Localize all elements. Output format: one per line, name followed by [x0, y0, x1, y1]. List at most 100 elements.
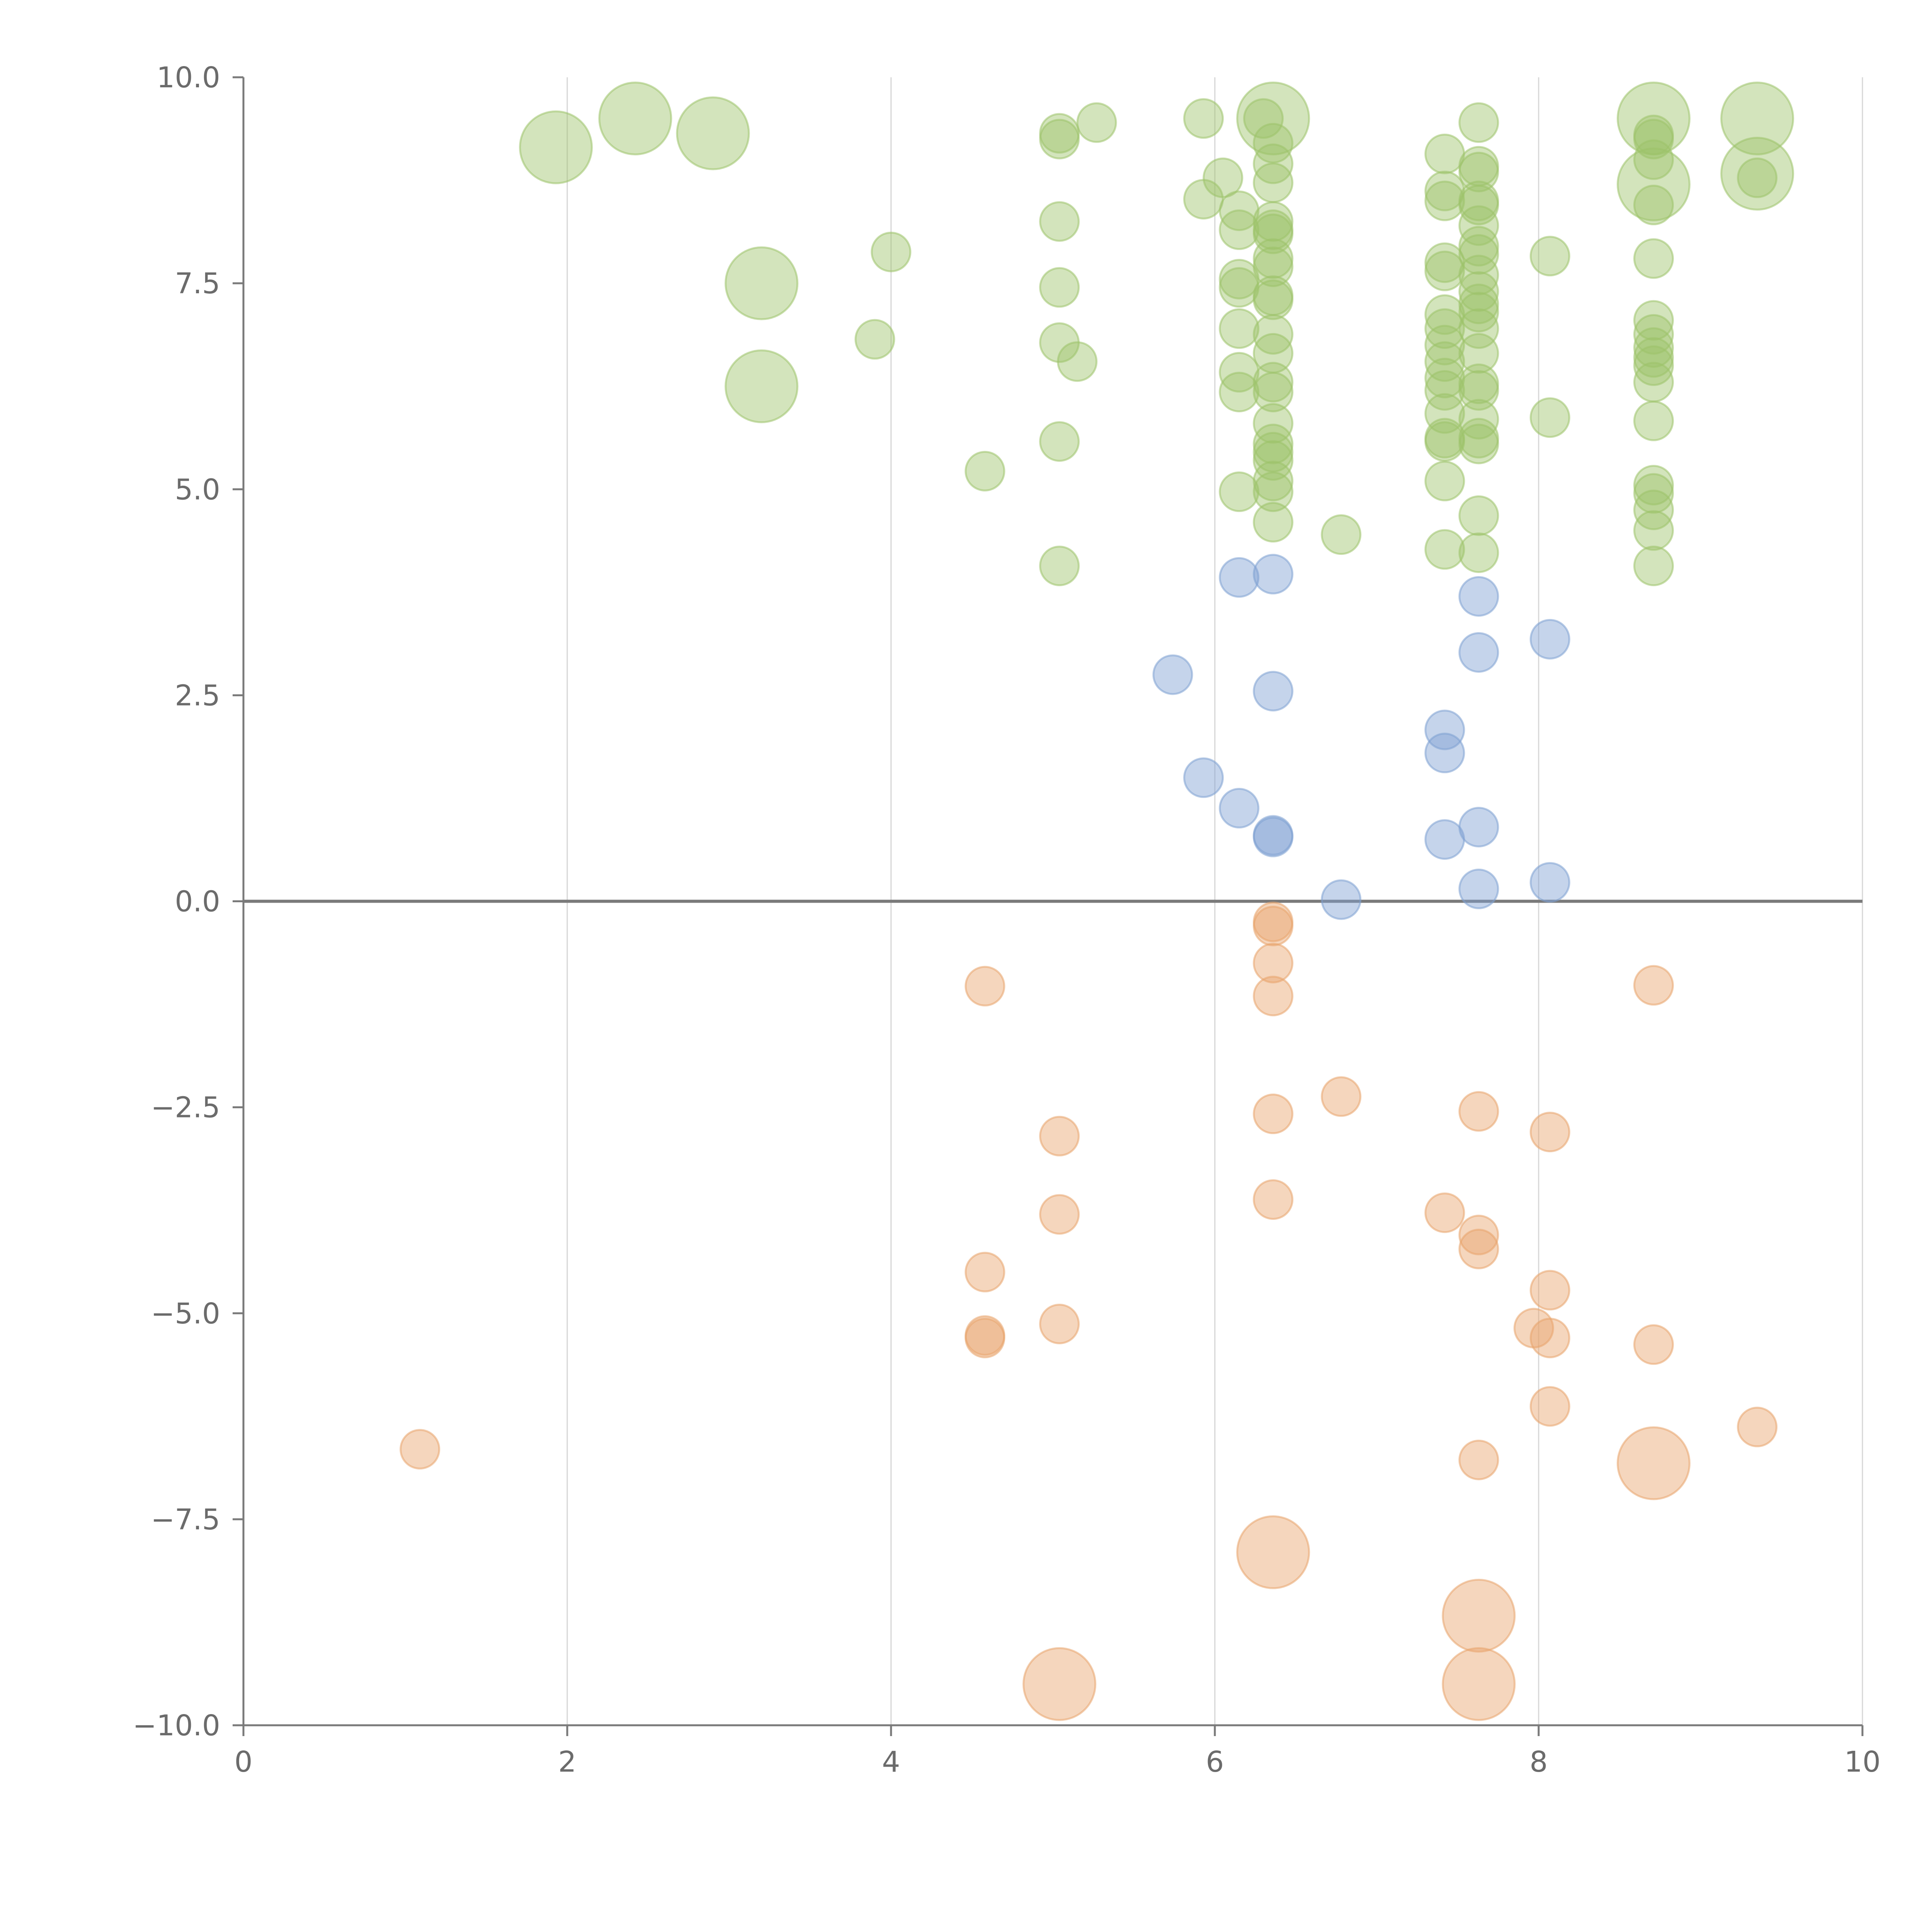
point-orange-12	[1253, 976, 1294, 1017]
point-green-53	[1424, 170, 1465, 211]
point-green-79	[1458, 292, 1499, 333]
point-green-89	[1529, 236, 1570, 277]
point-blue-14	[1458, 807, 1499, 848]
point-green-86	[1458, 423, 1499, 464]
point-blue-16	[1529, 619, 1570, 660]
point-blue-7	[1253, 816, 1294, 857]
x-tick-label-1: 2	[558, 1745, 576, 1779]
point-green-67	[1424, 529, 1465, 570]
series-green	[519, 82, 1794, 587]
point-green-111	[1720, 137, 1794, 211]
point-orange-23	[1442, 1647, 1516, 1721]
point-orange-15	[1236, 1515, 1310, 1589]
point-green-88	[1458, 532, 1499, 573]
x-tick-label-0: 0	[234, 1745, 252, 1779]
point-blue-15	[1458, 869, 1499, 910]
point-green-11	[1039, 267, 1080, 308]
point-green-10	[1039, 201, 1080, 242]
point-blue-3	[1219, 788, 1260, 829]
point-orange-8	[1022, 1647, 1097, 1721]
point-orange-18	[1458, 1091, 1499, 1132]
point-green-3	[724, 246, 799, 320]
point-orange-28	[1529, 1386, 1570, 1427]
point-green-6	[871, 231, 912, 272]
point-green-26	[1219, 372, 1260, 413]
point-green-109	[1633, 546, 1674, 587]
y-tick-label-3: 2.5	[175, 679, 220, 712]
point-green-65	[1424, 421, 1465, 462]
point-green-104	[1633, 400, 1674, 441]
point-green-62	[1424, 370, 1465, 411]
point-green-83	[1458, 370, 1499, 411]
point-green-112	[1737, 157, 1778, 198]
x-tick-label-5: 10	[1844, 1745, 1881, 1779]
point-orange-11	[1253, 942, 1294, 983]
point-green-63	[1424, 393, 1465, 434]
series-orange	[400, 901, 1778, 1721]
point-orange-32	[1737, 1406, 1778, 1447]
point-green-43	[1253, 372, 1294, 413]
point-blue-1	[1183, 757, 1224, 798]
y-tick-label-0: 10.0	[156, 61, 220, 94]
point-green-5	[854, 319, 895, 360]
point-orange-26	[1529, 1270, 1570, 1311]
point-green-47	[1253, 440, 1294, 481]
point-blue-0	[1152, 654, 1193, 695]
point-green-110	[1720, 82, 1794, 156]
point-green-33	[1253, 201, 1294, 242]
point-orange-25	[1529, 1112, 1570, 1153]
axis-layer: 0 2 4 6 8 10 10.0 7.5 5.0 2.5 0.0 −2.5 −5.0 −7.5 −10.0	[133, 61, 1881, 1779]
x-tick-label-4: 8	[1529, 1745, 1548, 1779]
point-green-58	[1424, 308, 1465, 349]
point-green-107	[1633, 490, 1674, 531]
point-green-23	[1219, 267, 1260, 308]
point-green-77	[1458, 271, 1499, 312]
point-blue-4	[1253, 554, 1294, 595]
point-orange-6	[1039, 1194, 1080, 1235]
point-orange-27	[1529, 1318, 1570, 1359]
point-green-49	[1253, 471, 1294, 512]
point-green-96	[1633, 185, 1674, 226]
point-green-97	[1633, 238, 1674, 279]
point-blue-8	[1321, 879, 1362, 920]
point-green-74	[1458, 226, 1499, 267]
points-layer	[400, 82, 1794, 1721]
point-blue-13	[1458, 632, 1499, 673]
point-green-48	[1253, 461, 1294, 502]
point-green-99	[1633, 314, 1674, 355]
y-tick-label-6: −5.0	[151, 1297, 220, 1330]
point-green-70	[1458, 151, 1499, 192]
point-green-37	[1253, 246, 1294, 287]
point-orange-5	[1039, 1116, 1080, 1156]
point-green-2	[676, 96, 750, 170]
series-blue	[1152, 554, 1570, 920]
point-green-93	[1633, 119, 1674, 160]
point-green-13	[1039, 421, 1080, 462]
point-green-9	[1039, 119, 1080, 160]
point-green-14	[1039, 546, 1080, 587]
point-orange-16	[1321, 1076, 1362, 1117]
point-green-56	[1424, 250, 1465, 291]
point-green-52	[1424, 133, 1465, 174]
point-green-39	[1253, 279, 1294, 320]
point-orange-31	[1616, 1426, 1690, 1500]
point-green-4	[724, 349, 799, 423]
point-green-21	[1219, 209, 1260, 250]
point-green-32	[1253, 162, 1294, 203]
point-green-24	[1219, 308, 1260, 349]
point-green-15	[1057, 341, 1098, 382]
point-blue-2	[1219, 557, 1260, 598]
point-green-50	[1253, 502, 1294, 543]
point-green-19	[1202, 157, 1243, 198]
y-tick-label-4: 0.0	[175, 885, 220, 918]
point-green-27	[1219, 471, 1260, 512]
point-orange-2	[964, 1252, 1005, 1293]
point-blue-5	[1253, 671, 1294, 712]
point-green-42	[1253, 362, 1294, 403]
point-orange-22	[1442, 1578, 1516, 1653]
point-orange-10	[1253, 905, 1294, 946]
x-tick-label-3: 6	[1206, 1745, 1224, 1779]
point-orange-20	[1458, 1228, 1499, 1269]
point-green-95	[1616, 147, 1690, 221]
point-blue-10	[1424, 733, 1465, 774]
